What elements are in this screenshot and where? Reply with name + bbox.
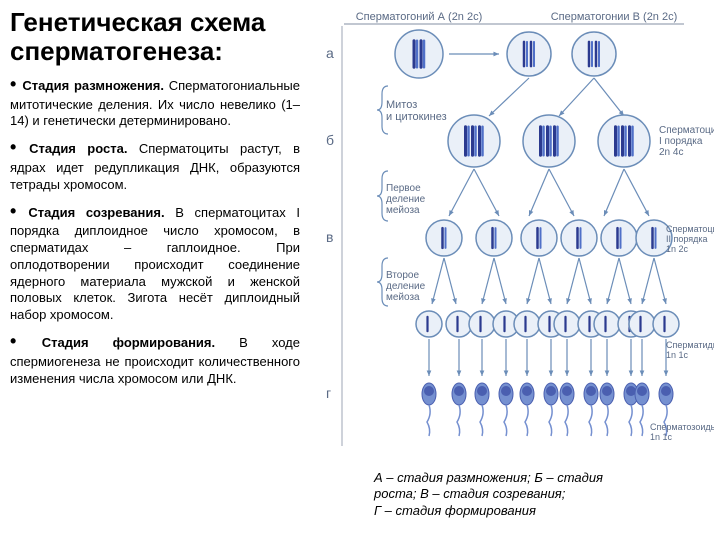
text-column: Генетическая схема сперматогенеза: Стади… (0, 0, 310, 540)
stage-4-name: Стадия формирования. (42, 335, 215, 350)
svg-text:мейоза: мейоза (386, 205, 420, 216)
svg-text:1n 2c: 1n 2c (666, 244, 689, 254)
svg-text:II порядка: II порядка (666, 234, 708, 244)
svg-text:Сперматоцит: Сперматоцит (666, 224, 714, 234)
svg-text:Сперматиды: Сперматиды (666, 340, 714, 350)
bullet-1: Стадия размножения. Сперматогониальные м… (10, 73, 300, 130)
legend-line-2: роста; В – стадия созревания; (374, 486, 716, 502)
svg-text:деление: деление (386, 194, 426, 205)
svg-text:б: б (326, 132, 334, 148)
legend: А – стадия размножения; Б – стадия роста… (314, 470, 716, 519)
svg-text:2n 4c: 2n 4c (659, 147, 683, 158)
legend-line-1: А – стадия размножения; Б – стадия (374, 470, 716, 486)
svg-text:Сперматоцит: Сперматоцит (659, 125, 714, 136)
bullet-3: Стадия созревания. В сперматоцитах I пор… (10, 200, 300, 325)
svg-text:деление: деление (386, 281, 426, 292)
diagram-column: Сперматогоний А (2n 2c) Сперматогонии В (… (310, 0, 720, 540)
svg-text:1n 1c: 1n 1c (666, 350, 689, 360)
slide-title: Генетическая схема сперматогенеза: (10, 8, 300, 65)
stage-3-name: Стадия созревания. (28, 205, 164, 220)
svg-text:Второе: Второе (386, 270, 419, 281)
svg-text:в: в (326, 229, 333, 245)
svg-text:г: г (326, 385, 331, 401)
svg-text:Сперматогоний А (2n 2c): Сперматогоний А (2n 2c) (356, 11, 483, 23)
svg-text:1n 1c: 1n 1c (650, 432, 673, 442)
stage-3-text: В сперматоцитах I порядка диплоидное чис… (10, 205, 300, 323)
svg-text:Митоз: Митоз (386, 99, 417, 111)
svg-text:и цитокинез: и цитокинез (386, 111, 447, 123)
svg-text:мейоза: мейоза (386, 292, 420, 303)
bullet-4: Стадия формирования. В ходе спермиогенез… (10, 330, 300, 387)
svg-text:Сперматогонии В (2n 2c): Сперматогонии В (2n 2c) (551, 11, 678, 23)
legend-line-3: Г – стадия формирования (374, 503, 716, 519)
bullet-2: Стадия роста. Сперматоциты растут, в ядр… (10, 136, 300, 193)
svg-text:I порядка: I порядка (659, 136, 703, 147)
svg-text:Сперматозоиды: Сперматозоиды (650, 422, 714, 432)
svg-text:а: а (326, 45, 334, 61)
spermatogenesis-diagram: Сперматогоний А (2n 2c) Сперматогонии В (… (314, 6, 714, 466)
svg-text:Первое: Первое (386, 183, 421, 194)
stage-1-name: Стадия размножения. (22, 78, 164, 93)
stage-2-name: Стадия роста. (29, 141, 127, 156)
